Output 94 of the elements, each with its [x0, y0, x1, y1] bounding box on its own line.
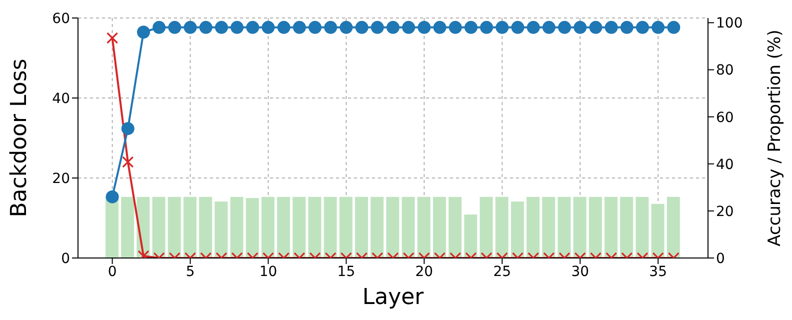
bar — [246, 198, 259, 258]
bar — [666, 196, 680, 258]
point — [480, 20, 494, 34]
point — [526, 20, 540, 34]
point — [152, 20, 166, 34]
x-axis-title: Layer — [362, 285, 425, 310]
bar — [168, 196, 181, 258]
point — [636, 20, 650, 34]
bar — [604, 196, 618, 258]
point — [448, 20, 462, 34]
point — [308, 20, 322, 34]
bar — [432, 196, 446, 258]
bar — [417, 196, 430, 258]
point — [418, 20, 431, 34]
y2-tick-label: 100 — [716, 16, 743, 32]
bar — [558, 196, 571, 258]
bar — [651, 204, 664, 258]
point — [106, 190, 119, 204]
bar — [526, 196, 540, 258]
point — [667, 20, 680, 34]
bar — [620, 196, 634, 258]
bar — [588, 196, 602, 258]
point — [402, 20, 416, 34]
bar — [183, 196, 196, 258]
y2-tick-label: 20 — [716, 204, 734, 220]
bar — [448, 196, 462, 258]
point — [542, 20, 556, 34]
point — [604, 20, 618, 34]
bar — [214, 202, 228, 258]
point — [199, 20, 212, 34]
point — [262, 20, 275, 34]
point — [324, 20, 338, 34]
point — [121, 122, 134, 136]
y2-tick-label: 40 — [716, 156, 734, 173]
point — [652, 20, 665, 34]
x-tick-label: 10 — [259, 264, 278, 280]
bar — [402, 196, 415, 258]
bar — [464, 214, 478, 258]
point — [230, 20, 244, 34]
point — [292, 20, 306, 34]
point — [511, 20, 524, 34]
point — [496, 20, 509, 34]
bar — [339, 196, 352, 258]
bar — [230, 196, 244, 258]
bar — [480, 196, 493, 258]
bar — [355, 196, 368, 258]
point — [277, 20, 290, 34]
bar — [261, 196, 274, 258]
bar — [386, 196, 400, 258]
y-axis-title: Backdoor Loss — [6, 58, 32, 218]
x-tick-label: 25 — [493, 264, 512, 280]
bar — [324, 196, 337, 258]
bar — [636, 196, 649, 258]
point — [136, 26, 150, 39]
y-tick-label: 20 — [52, 170, 70, 187]
point — [168, 20, 182, 34]
point — [464, 20, 478, 34]
point — [214, 20, 228, 34]
bar — [106, 196, 119, 258]
bar — [370, 196, 384, 258]
bar — [121, 196, 134, 258]
point — [558, 20, 572, 34]
point — [184, 20, 197, 34]
bar — [152, 196, 166, 258]
y2-axis-title: Accuracy / Proportion (%) — [765, 30, 786, 246]
point — [246, 20, 260, 34]
bar — [308, 196, 322, 258]
x-tick-label: 0 — [108, 264, 117, 280]
y-tick-label: 60 — [52, 10, 70, 27]
bar — [292, 196, 306, 258]
x-tick-label: 30 — [571, 264, 590, 280]
y2-tick-label: 0 — [716, 250, 725, 267]
point — [620, 20, 634, 34]
point — [355, 20, 368, 34]
bar — [277, 196, 290, 258]
x-tick-label: 35 — [649, 264, 668, 280]
y-tick-label: 40 — [52, 90, 70, 107]
y2-tick-label: 60 — [716, 110, 734, 126]
y2-tick-label: 80 — [716, 62, 734, 79]
x-tick-label: 5 — [186, 264, 195, 280]
point — [340, 20, 353, 34]
y-tick-label: 0 — [61, 250, 70, 267]
point — [589, 20, 602, 34]
bar — [495, 196, 508, 258]
bar — [542, 196, 556, 258]
x-tick-label: 20 — [415, 264, 434, 280]
point — [433, 20, 446, 34]
bar — [199, 196, 212, 258]
point — [386, 20, 400, 34]
point — [574, 20, 587, 34]
point — [370, 20, 384, 34]
bar — [573, 196, 586, 258]
bar — [510, 202, 524, 258]
x-tick-label: 15 — [337, 264, 356, 280]
